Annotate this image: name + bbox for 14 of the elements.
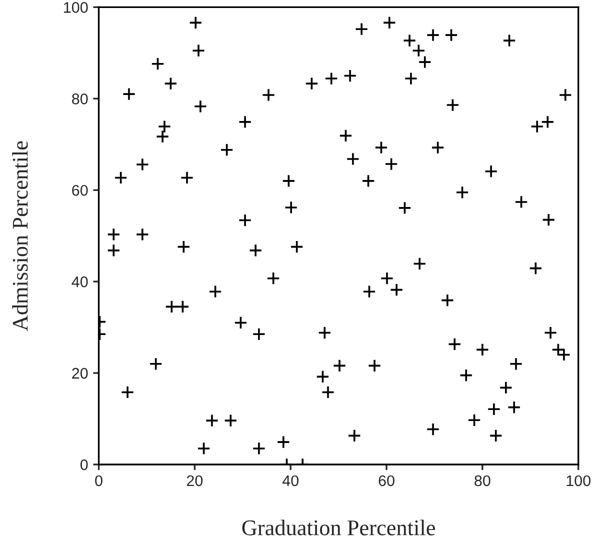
y-tick-label: 60	[72, 184, 88, 196]
x-tick-label: 60	[378, 475, 394, 486]
x-tick-label: 20	[186, 475, 203, 486]
y-tick-label: 100	[64, 2, 88, 13]
y-tick-label: 80	[72, 93, 88, 104]
x-axis-title: Graduation Percentile	[242, 520, 435, 536]
y-tick-label: 0	[80, 459, 88, 470]
x-tick-label: 0	[95, 475, 102, 486]
x-tick-label: 100	[566, 475, 590, 486]
y-axis-title: Admission Percentile	[12, 141, 28, 331]
x-tick-label: 40	[282, 475, 298, 486]
y-tick-label: 20	[72, 368, 88, 379]
y-tick-label: 40	[72, 276, 88, 288]
x-tick-label: 80	[474, 475, 490, 486]
